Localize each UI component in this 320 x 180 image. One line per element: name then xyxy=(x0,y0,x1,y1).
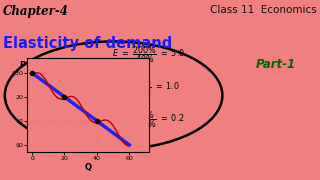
Text: $E\ =\ \dfrac{200\%}{40\%}\ =\ 5.0$: $E\ =\ \dfrac{200\%}{40\%}\ =\ 5.0$ xyxy=(112,45,185,65)
Text: P: P xyxy=(19,61,25,70)
Text: Part-1: Part-1 xyxy=(256,58,296,71)
Text: Chapter-4: Chapter-4 xyxy=(3,5,69,18)
Text: Class 11  Economics: Class 11 Economics xyxy=(210,5,317,15)
X-axis label: Q: Q xyxy=(84,163,92,172)
Text: $E\ =\ \dfrac{67\%}{67\%}\ =\ 1.0$: $E\ =\ \dfrac{67\%}{67\%}\ =\ 1.0$ xyxy=(112,77,180,98)
Text: Elasticity of demand: Elasticity of demand xyxy=(3,36,172,51)
Text: $E\ =\ \dfrac{40\%}{200\%}\ =\ 0.2$: $E\ =\ \dfrac{40\%}{200\%}\ =\ 0.2$ xyxy=(112,109,185,130)
